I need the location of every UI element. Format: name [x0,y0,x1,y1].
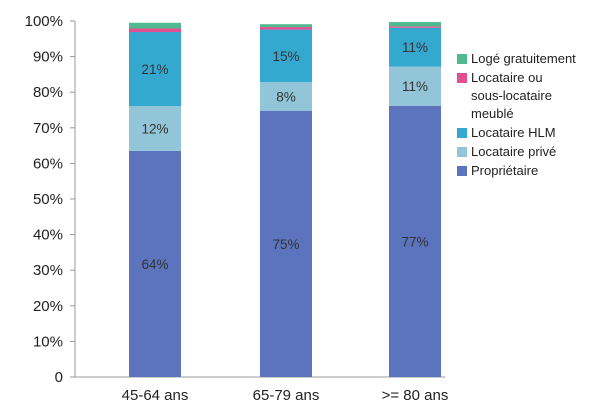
legend-swatch-locataire-hlm [457,128,467,138]
bar-segment-locataire-ou-sous-locataire-meuble-80-ans [389,26,441,28]
bar-segment-proprietaire-80-ans [389,105,441,377]
legend-label-locataire-hlm: Locataire HLM [471,125,556,140]
bar-segment-locataire-ou-sous-locataire-meuble-45-64-ans [129,28,181,33]
legend-label-proprietaire: Propriétaire [471,163,538,178]
y-tick-label: 40% [33,227,63,244]
bar-segment-locataire-prive-45-64-ans [129,106,181,151]
legend-label-loge-gratuitement: Logé gratuitement [471,51,576,66]
y-tick-label: 90% [33,49,63,66]
legend-swatch-proprietaire [457,166,467,176]
y-tick-label: 10% [33,333,63,350]
data-label: 11% [402,40,428,55]
data-label: 11% [402,79,428,94]
bar-segment-locataire-hlm-65-79-ans [260,29,312,83]
x-category-label: >= 80 ans [382,387,449,404]
y-tick-label: 60% [33,155,63,172]
x-category-label: 45-64 ans [122,387,189,404]
legend-swatch-locataire-ou-sous-locataire-meuble [457,73,467,83]
legend-swatch-locataire-prive [457,147,467,157]
legend-label-locataire-ou-sous-locataire-meuble: Locataire ou [471,70,543,85]
bar-segment-locataire-hlm-80-ans [389,27,441,67]
bar-segment-locataire-ou-sous-locataire-meuble-65-79-ans [260,27,312,30]
legend-label-locataire-ou-sous-locataire-meuble: meublé [471,106,514,121]
bar-segment-proprietaire-45-64-ans [129,150,181,377]
legend-label-locataire-prive: Locataire privé [471,144,556,159]
y-tick-label: 70% [33,120,63,137]
bar-segment-loge-gratuitement-65-79-ans [260,24,312,28]
bar-segment-locataire-prive-80-ans [389,66,441,106]
legend-label-locataire-ou-sous-locataire-meuble: sous-locataire [471,88,552,103]
y-tick-label: 80% [33,84,63,101]
data-label: 15% [272,49,299,64]
x-category-label: 65-79 ans [253,387,320,404]
legend-swatch-loge-gratuitement [457,54,467,64]
data-label: 64% [141,257,168,272]
y-tick-label: 0 [55,369,63,386]
y-tick-label: 100% [25,13,63,30]
bar-segment-locataire-prive-65-79-ans [260,82,312,111]
bar-segment-loge-gratuitement-45-64-ans [129,22,181,29]
y-tick-label: 30% [33,262,63,279]
data-label: 8% [276,89,296,104]
bar-segment-loge-gratuitement-80-ans [389,22,441,27]
data-label: 21% [141,62,168,77]
data-label: 75% [272,237,299,252]
y-tick-label: 20% [33,298,63,315]
y-tick-label: 50% [33,191,63,208]
data-label: 12% [141,122,168,137]
bar-segment-locataire-hlm-45-64-ans [129,32,181,107]
data-label: 77% [401,234,428,249]
bar-segment-proprietaire-65-79-ans [260,110,312,377]
